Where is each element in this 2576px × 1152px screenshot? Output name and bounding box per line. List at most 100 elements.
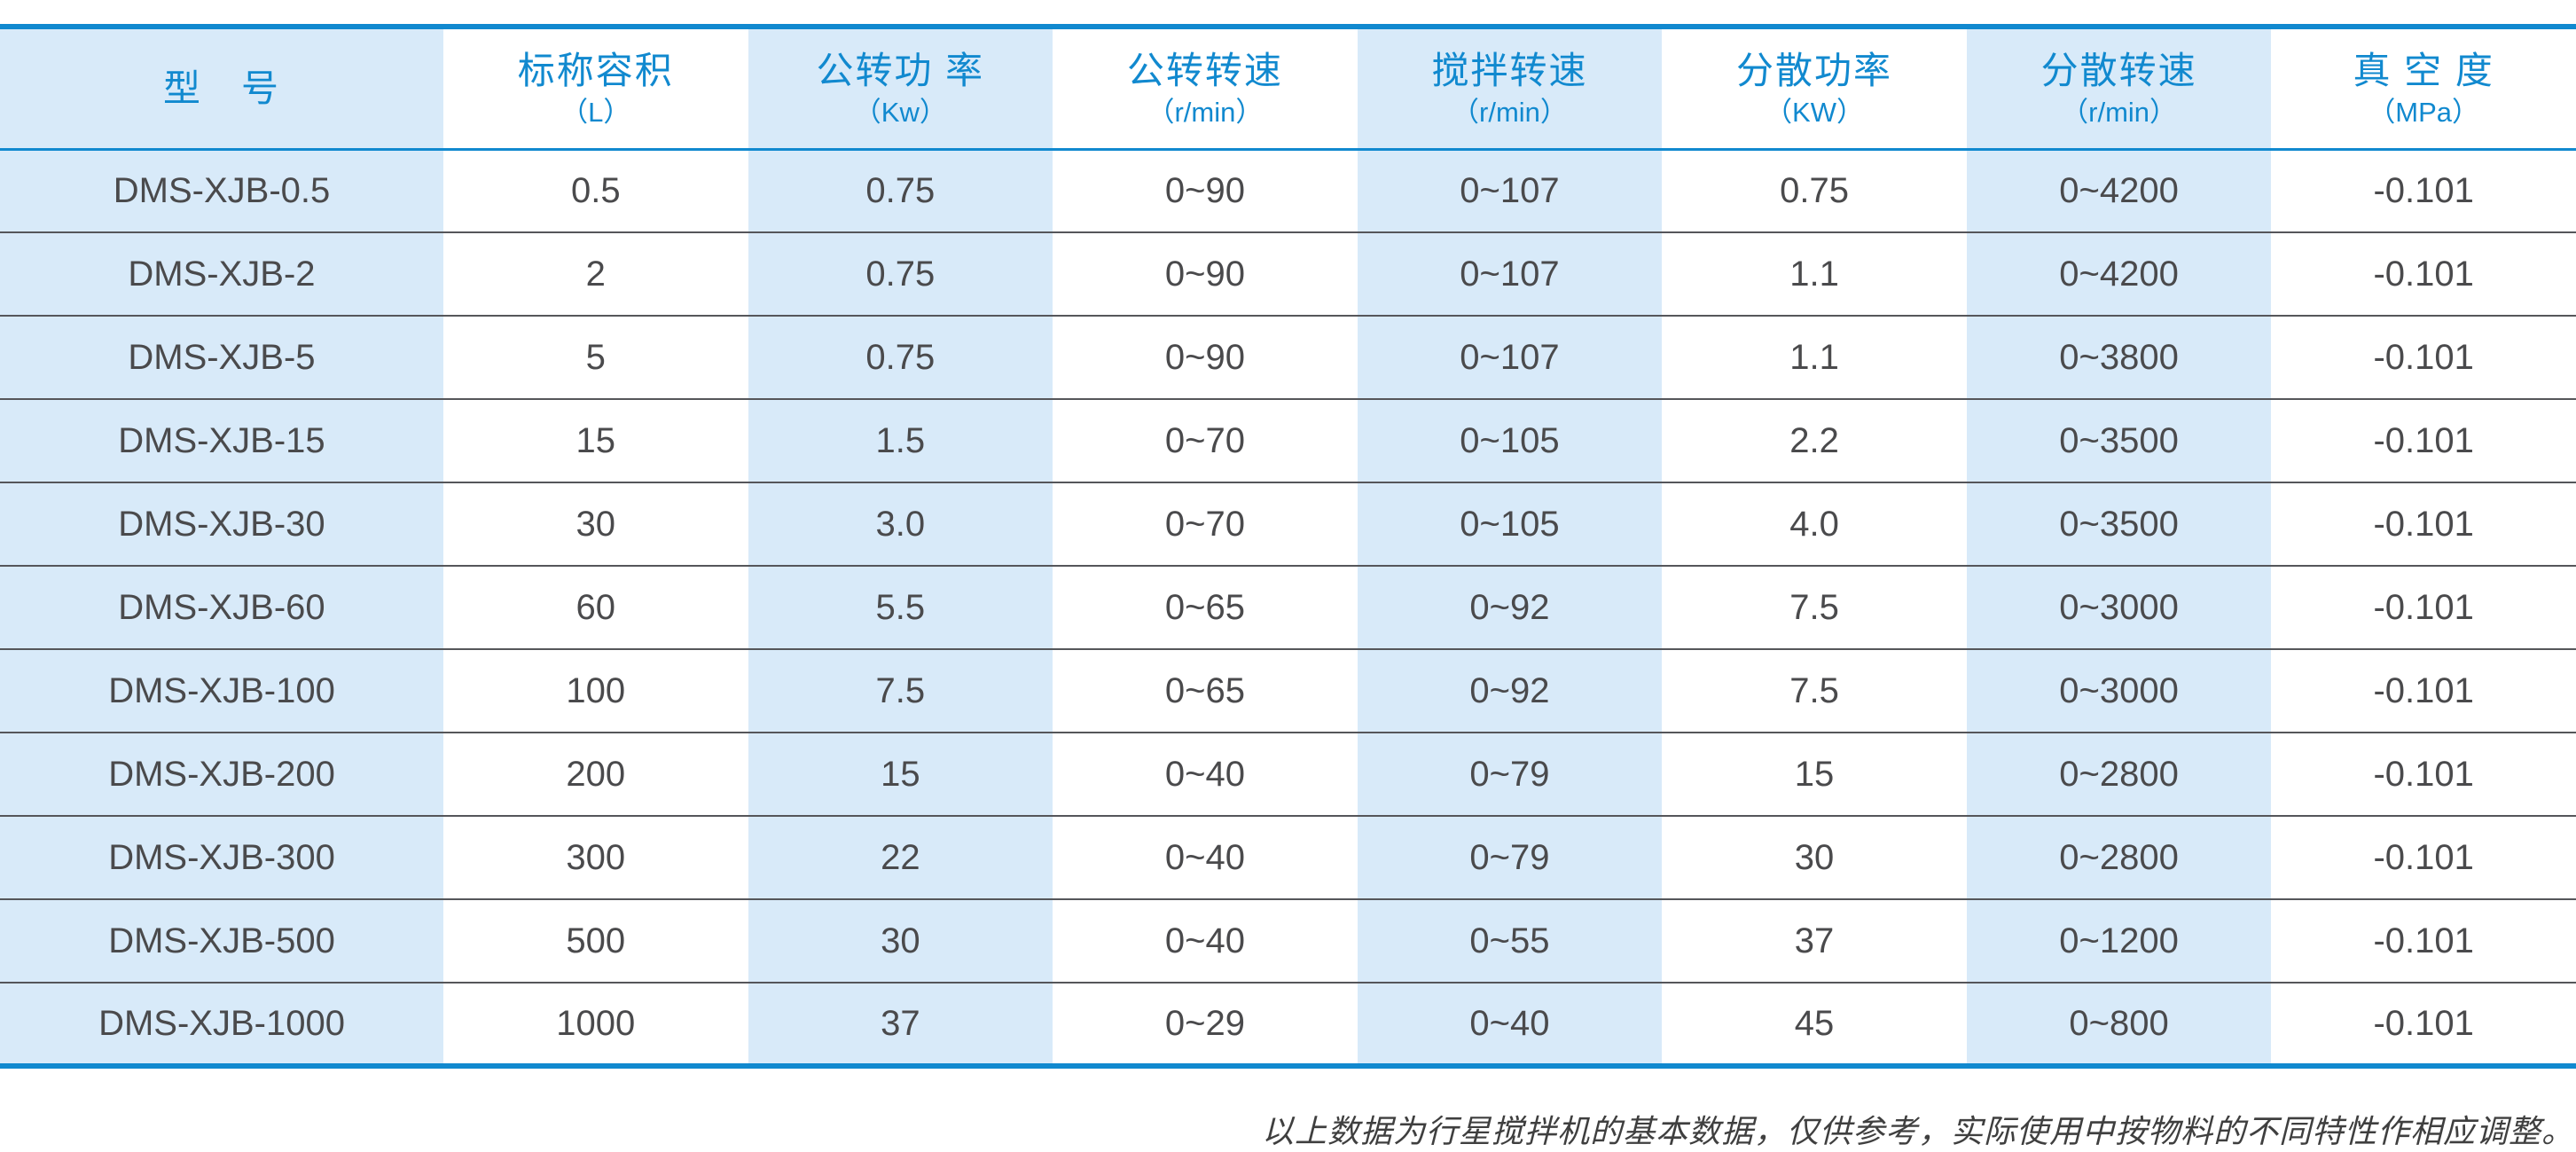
value-cell: 37 [748,982,1053,1066]
table-body: DMS-XJB-0.5 0.5 0.75 0~90 0~107 0.75 0~4200 -0.… [0,149,2576,1066]
column-title: 真 空 度 [2353,49,2494,91]
value-cell: -0.101 [2271,815,2576,899]
value-cell: 0~90 [1164,170,1245,210]
value-cell: -0.101 [2271,315,2576,399]
value-cell: 0~92 [1357,565,1663,649]
header-cell-capacity: 标称容积 （L） [443,27,748,151]
value-cell: 7.5 [748,648,1053,733]
value-cell: 0~1200 [1966,898,2272,983]
value-cell: 30 [1662,815,1967,899]
column-unit: （KW） [1765,96,1864,128]
value-cell: 0~65 [1053,565,1358,649]
value-cell: 0~800 [1966,982,2272,1066]
value-cell: 0.75 [748,231,1053,316]
table-row: DMS-XJB-60 60 5.5 0~65 0~92 7.5 0~3000 -0.101 [0,565,2576,649]
value-cell: 0~3500 [1966,482,2272,566]
table-row: DMS-XJB-15 15 1.5 0~70 0~105 2.2 0~3500 -0.101 [0,398,2576,482]
column-unit: （Kw） [853,96,947,128]
column-unit: （r/min） [1147,96,1264,128]
model-cell: DMS-XJB-2 [0,231,443,316]
value-cell: 0~90 [1053,315,1358,399]
value-cell: 0~2800 [1966,815,2272,899]
value-cell: 0~90 [1053,231,1358,316]
value-cell: 0~3000 [1966,565,2272,649]
value-cell: 0~40 [1357,982,1663,1066]
value-cell: 0~107 [1357,231,1663,316]
mixer-spec-table: 型 号 标称容积 （L） 公转功 率 （Kw） 公转转速 （r/min） 搅拌转… [0,24,2576,1069]
model-cell: DMS-XJB-0.5 [113,170,331,210]
header-cell-model: 型 号 [0,27,443,151]
value-cell: 0~40 [1053,898,1358,983]
column-unit: （MPa） [2368,96,2480,128]
value-cell: 0~79 [1357,815,1663,899]
table-header: 型 号 标称容积 （L） 公转功 率 （Kw） 公转转速 （r/min） 搅拌转… [0,27,2576,151]
header-cell-dispersion-speed: 分散转速 （r/min） [1966,27,2272,151]
value-cell: 1.5 [748,398,1053,482]
value-cell: 100 [443,648,748,733]
value-cell: 0~3800 [1966,315,2272,399]
table-row: DMS-XJB-1000 1000 37 0~29 0~40 45 0~800 -0.101 [0,982,2576,1066]
value-cell: 0~3000 [1966,648,2272,733]
value-cell: 0~107 [1357,315,1663,399]
value-cell: -0.101 [2373,170,2474,210]
footnote: 以上数据为行星搅拌机的基本数据，仅供参考，实际使用中按物料的不同特性作相应调整。 [1261,1114,2574,1150]
value-cell: 7.5 [1662,565,1967,649]
value-cell: 0~105 [1357,398,1663,482]
value-cell: 15 [443,398,748,482]
value-cell: 0~65 [1053,648,1358,733]
column-title: 分散转速 [2040,49,2197,91]
column-title: 公转转速 [1126,49,1283,91]
value-cell: 0.75 [865,170,936,210]
value-cell: -0.101 [2271,398,2576,482]
value-cell: 45 [1662,982,1967,1066]
header-cell-revolution-power: 公转功 率 （Kw） [748,27,1053,151]
column-title: 搅拌转速 [1431,49,1588,91]
table-row: DMS-XJB-200 200 15 0~40 0~79 15 0~2800 -0.101 [0,732,2576,816]
value-cell: 1.1 [1662,231,1967,316]
column-title: 公转功 率 [816,49,985,91]
value-cell: 7.5 [1662,648,1967,733]
value-cell: 1.1 [1662,315,1967,399]
value-cell: 0~105 [1357,482,1663,566]
value-cell: 22 [748,815,1053,899]
value-cell: 60 [443,565,748,649]
model-cell: DMS-XJB-5 [0,315,443,399]
model-cell: DMS-XJB-30 [0,482,443,566]
model-cell: DMS-XJB-60 [0,565,443,649]
value-cell: 4.0 [1662,482,1967,566]
value-cell: 2 [443,231,748,316]
value-cell: 0~29 [1053,982,1358,1066]
value-cell: 0~107 [1460,170,1560,210]
model-cell: DMS-XJB-300 [0,815,443,899]
value-cell: 0~3500 [1966,398,2272,482]
value-cell: 300 [443,815,748,899]
value-cell: 200 [443,732,748,816]
header-cell-dispersion-power: 分散功率 （KW） [1662,27,1967,151]
value-cell: 0~2800 [1966,732,2272,816]
table-row: DMS-XJB-500 500 30 0~40 0~55 37 0~1200 -0.101 [0,898,2576,983]
table-row: DMS-XJB-100 100 7.5 0~65 0~92 7.5 0~3000 -0.101 [0,648,2576,733]
value-cell: 15 [1662,732,1967,816]
table-row: DMS-XJB-5 5 0.75 0~90 0~107 1.1 0~3800 -0.101 [0,315,2576,399]
column-title: 型 号 [162,67,280,109]
value-cell: 0~55 [1357,898,1663,983]
value-cell: 1000 [443,982,748,1066]
column-title: 标称容积 [517,49,674,91]
value-cell: -0.101 [2271,982,2576,1066]
value-cell: 30 [748,898,1053,983]
value-cell: 0~4200 [1966,231,2272,316]
column-title: 分散功率 [1736,49,1893,91]
column-unit: （r/min） [2061,96,2178,128]
value-cell: -0.101 [2271,565,2576,649]
value-cell: 0.75 [1780,170,1849,210]
value-cell: 0~40 [1053,732,1358,816]
value-cell: -0.101 [2271,648,2576,733]
value-cell: -0.101 [2271,898,2576,983]
column-unit: （r/min） [1452,96,1568,128]
value-cell: 0~70 [1053,482,1358,566]
value-cell: 0.5 [570,170,621,210]
value-cell: 0~92 [1357,648,1663,733]
value-cell: 37 [1662,898,1967,983]
value-cell: -0.101 [2271,231,2576,316]
